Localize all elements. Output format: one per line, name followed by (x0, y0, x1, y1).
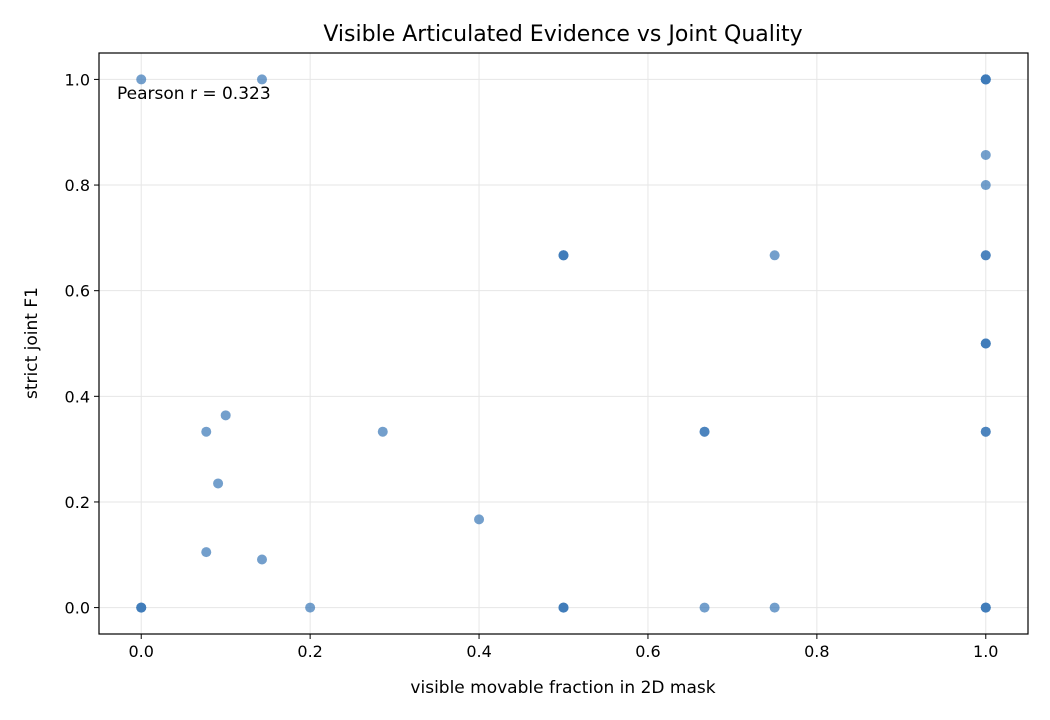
axis-ticks: 0.0 0.2 0.4 0.6 0.8 1.0 0.0 0.2 0.4 0.6 0.8 1.0 (65, 70, 999, 661)
data-point (256, 74, 267, 85)
data-point (377, 426, 388, 437)
data-point (980, 74, 991, 85)
pearson-annotation: Pearson r = 0.323 (117, 84, 271, 104)
x-tick-label: 0.2 (297, 642, 322, 661)
data-point (980, 426, 991, 437)
data-point (980, 250, 991, 261)
data-point (256, 554, 267, 565)
data-point (305, 602, 316, 613)
y-tick-label: 0.6 (65, 282, 90, 301)
x-tick-label: 0.8 (804, 642, 829, 661)
data-point (201, 547, 212, 558)
y-tick-label: 0.0 (65, 599, 90, 618)
grid (99, 53, 1028, 634)
x-tick-label: 1.0 (973, 642, 998, 661)
data-point (980, 338, 991, 349)
data-point (699, 426, 710, 437)
data-point (220, 410, 231, 421)
data-point (769, 602, 780, 613)
data-point (558, 250, 569, 261)
x-tick-label: 0.4 (466, 642, 491, 661)
y-axis-label: strict joint F1 (22, 287, 42, 399)
data-point (213, 478, 224, 489)
x-axis-label: visible movable fraction in 2D mask (410, 678, 715, 698)
data-point (136, 602, 147, 613)
y-tick-label: 0.8 (65, 176, 90, 195)
data-point (699, 602, 710, 613)
y-tick-label: 1.0 (65, 70, 90, 89)
data-point (769, 250, 780, 261)
data-point (980, 149, 991, 160)
data-point (201, 426, 212, 437)
x-tick-label: 0.6 (635, 642, 660, 661)
chart-title: Visible Articulated Evidence vs Joint Qu… (323, 22, 802, 47)
x-tick-label: 0.0 (129, 642, 154, 661)
y-tick-label: 0.2 (65, 493, 90, 512)
y-tick-label: 0.4 (65, 387, 90, 406)
data-point (558, 602, 569, 613)
data-point (474, 514, 485, 525)
data-points (136, 74, 991, 613)
plot-frame (98, 52, 1029, 635)
data-point (980, 602, 991, 613)
data-point (136, 74, 147, 85)
data-point (980, 180, 991, 191)
